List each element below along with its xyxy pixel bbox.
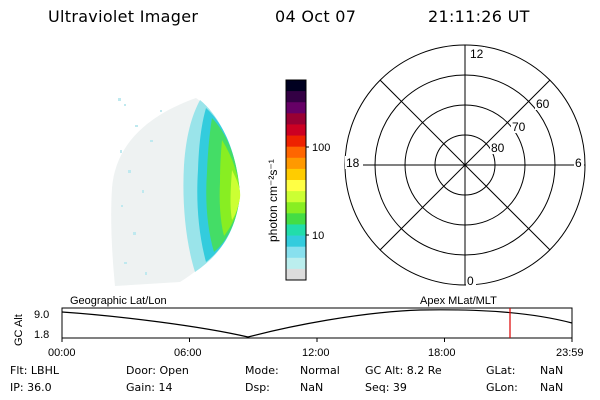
colorbar-segment xyxy=(286,168,306,181)
mode-value: Normal xyxy=(300,364,340,377)
dsp-value: NaN xyxy=(300,381,324,394)
lat-label-70: 70 xyxy=(512,120,526,134)
filter-status: Flt: LBHL xyxy=(10,364,59,377)
lat-label-60: 60 xyxy=(536,97,550,111)
orbit-left-title: Geographic Lat/Lon xyxy=(70,295,167,307)
colorbar-tick-10: 10 xyxy=(312,230,324,242)
time-tick-1200: 12:00 xyxy=(302,347,330,359)
time-tick-1800: 18:00 xyxy=(428,347,456,359)
date-label: 04 Oct 07 xyxy=(275,7,357,26)
colorbar-segment xyxy=(286,268,306,281)
door-status: Door: Open xyxy=(126,364,189,377)
orbit-plot: Geographic Lat/Lon Apex MLat/MLT GC Alt … xyxy=(13,295,584,359)
mlt-label-6: 6 xyxy=(575,156,582,170)
mlt-label-0: 0 xyxy=(467,274,474,288)
mlt-label-12: 12 xyxy=(470,47,484,61)
orbit-ymin: 1.8 xyxy=(34,329,49,341)
colorbar-segment xyxy=(286,157,306,170)
colorbar-segment xyxy=(286,135,306,148)
mode-label: Mode: xyxy=(245,364,279,377)
colorbar-segment xyxy=(286,257,306,270)
colorbar-segment xyxy=(286,246,306,259)
colorbar-segment xyxy=(286,191,306,203)
orbit-altitude-curve xyxy=(61,309,573,338)
polar-grid xyxy=(344,44,586,286)
colorbar xyxy=(286,80,306,281)
colorbar-segment xyxy=(286,202,306,214)
colorbar-segment xyxy=(286,80,306,92)
colorbar-segment xyxy=(286,102,306,114)
colorbar-segment xyxy=(286,235,306,248)
time-tick-2359: 23:59 xyxy=(556,347,584,359)
colorbar-segment xyxy=(286,91,306,103)
time-tick-0600: 06:00 xyxy=(174,347,202,359)
dsp-label: Dsp: xyxy=(245,381,270,394)
colorbar-segment xyxy=(286,124,306,137)
orbit-ylabel: GC Alt xyxy=(13,314,25,346)
colorbar-segment xyxy=(286,180,306,192)
colorbar-tick-100: 100 xyxy=(312,142,330,154)
colorbar-label: photon cm⁻²s⁻¹ xyxy=(266,159,280,242)
glat-value: NaN xyxy=(540,364,564,377)
instrument-title: Ultraviolet Imager xyxy=(48,7,199,26)
lat-label-80: 80 xyxy=(491,141,505,155)
gain-status: Gain: 14 xyxy=(126,381,173,394)
colorbar-segment xyxy=(286,113,306,125)
orbit-right-title: Apex MLat/MLT xyxy=(420,295,497,307)
glat-label: GLat: xyxy=(486,364,516,377)
auroral-image xyxy=(111,98,241,286)
ip-status: IP: 36.0 xyxy=(10,381,52,394)
mlt-label-18: 18 xyxy=(346,156,360,170)
colorbar-segment xyxy=(286,146,306,159)
glon-value: NaN xyxy=(540,381,564,394)
colorbar-segment xyxy=(286,213,306,225)
gc-alt-status: GC Alt: 8.2 Re xyxy=(365,364,442,377)
seq-status: Seq: 39 xyxy=(365,381,407,394)
time-label: 21:11:26 UT xyxy=(428,7,530,26)
colorbar-segment xyxy=(286,224,306,237)
time-tick-0000: 00:00 xyxy=(48,347,76,359)
glon-label: GLon: xyxy=(486,381,518,394)
orbit-ymax: 9.0 xyxy=(34,309,49,321)
